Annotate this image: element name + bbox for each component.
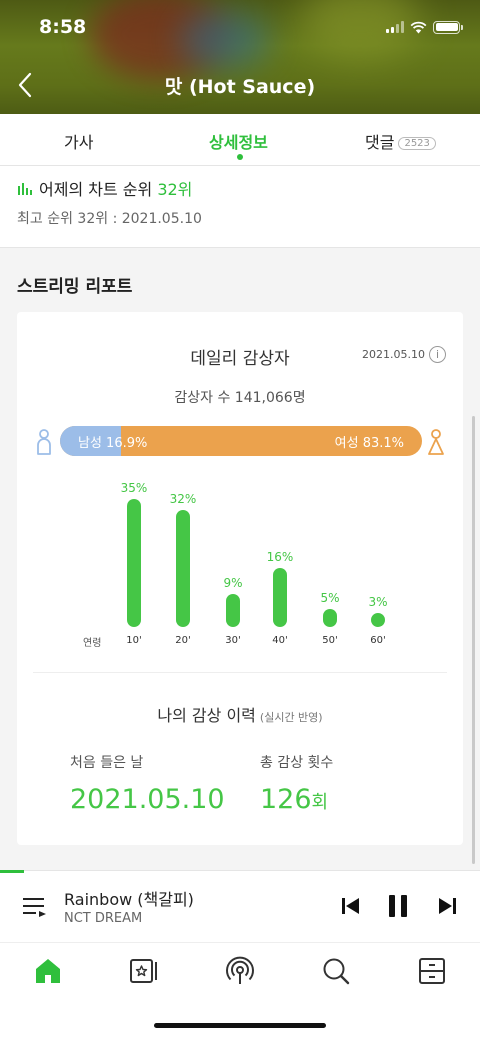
age-bar-value-label: 3%: [368, 595, 388, 609]
bottom-navigation: [0, 942, 480, 1039]
comment-count-badge: 2523: [398, 137, 436, 150]
song-title: Rainbow (책갈피): [64, 890, 194, 909]
playback-progress: [0, 870, 24, 873]
age-bar-value-label: 5%: [320, 590, 340, 605]
age-axis-label: 연령: [83, 638, 102, 649]
battery-icon: [433, 20, 463, 34]
mini-player[interactable]: Rainbow (책갈피) NCT DREAM: [0, 870, 480, 942]
chart-rank-line[interactable]: 어제의 차트 순위 32위: [17, 176, 192, 200]
listen-count-number: 126: [260, 784, 312, 815]
female-ratio-label: 여성 83.1%: [334, 436, 404, 451]
daily-listeners-title: 데일리 감상자: [190, 349, 290, 369]
age-bar-value-label: 35%: [120, 481, 148, 495]
wifi-icon: [410, 21, 427, 33]
podcast-icon[interactable]: [224, 955, 256, 987]
divider: [33, 672, 447, 673]
listener-count: 감상자 수 141,066명: [174, 390, 306, 406]
chart-rank-label: 어제의 차트 순위: [39, 180, 153, 199]
info-icon[interactable]: i: [429, 346, 446, 363]
artist-name: NCT DREAM: [64, 911, 143, 926]
female-person-icon: [428, 429, 444, 455]
report-date: 2021.05.10: [362, 348, 425, 361]
locker-icon[interactable]: [416, 955, 448, 987]
listen-count-value: 126회: [260, 784, 328, 815]
age-tick-label: 20': [175, 635, 191, 646]
male-ratio-label: 남성 16.9%: [78, 436, 148, 451]
pause-icon[interactable]: [385, 893, 411, 919]
age-bar-value-label: 32%: [169, 491, 197, 506]
gender-ratio-bar: 남성 16.9% 여성 83.1%: [60, 426, 422, 456]
tab-details[interactable]: 상세정보: [209, 129, 268, 153]
male-ratio-fill: [60, 426, 122, 456]
active-tab-indicator: [237, 154, 243, 160]
age-bar: [226, 594, 240, 627]
status-time: 8:58: [39, 16, 87, 38]
scrollbar[interactable]: [472, 416, 475, 864]
first-listen-date: 2021.05.10: [70, 784, 225, 815]
chart-rank-section: 어제의 차트 순위 32위 최고 순위 32위 : 2021.05.10: [0, 166, 480, 248]
playlist-icon[interactable]: [22, 895, 48, 919]
my-history-title: 나의 감상 이력 (실시간 반영): [17, 702, 463, 726]
age-tick-label: 60': [370, 635, 386, 646]
chart-rank-value: 32위: [157, 180, 193, 199]
first-listen-label: 처음 들은 날: [70, 755, 144, 771]
next-track-icon[interactable]: [434, 893, 460, 919]
listen-count-unit: 회: [311, 792, 329, 813]
streaming-report-title: 스트리밍 리포트: [17, 277, 133, 297]
home-indicator: [154, 1023, 326, 1028]
age-tick-label: 40': [272, 635, 288, 646]
search-icon[interactable]: [320, 955, 352, 987]
age-distribution-chart: 연령 35% 10' 32% 20' 9% 30' 16% 40' 5% 50' 3% 60': [17, 472, 463, 652]
page-title: 맛 (Hot Sauce): [164, 76, 316, 98]
age-tick-label: 50': [322, 635, 338, 646]
age-bar-value-label: 9%: [223, 576, 243, 591]
previous-track-icon[interactable]: [338, 893, 364, 919]
age-tick-label: 30': [225, 635, 241, 646]
tab-comments-label: 댓글: [365, 133, 395, 152]
status-icons: [386, 19, 463, 35]
library-card-icon[interactable]: [128, 955, 160, 987]
tab-comments[interactable]: 댓글 2523: [365, 129, 436, 153]
listen-count-label: 총 감상 횟수: [260, 755, 334, 771]
tab-bar: 가사 상세정보 댓글 2523: [0, 114, 480, 166]
realtime-note: (실시간 반영): [259, 711, 323, 724]
best-rank-text: 최고 순위 32위 : 2021.05.10: [17, 211, 202, 227]
back-arrow-icon[interactable]: [14, 70, 38, 100]
cellular-signal-icon: [386, 21, 404, 33]
tab-lyrics[interactable]: 가사: [64, 129, 93, 153]
age-bar: [127, 499, 141, 627]
age-bar: [176, 509, 190, 627]
chart-bars-icon: [18, 182, 32, 195]
age-tick-label: 10': [126, 635, 142, 646]
daily-listeners-card: 데일리 감상자 2021.05.10 i 감상자 수 141,066명 남성 1…: [17, 312, 463, 845]
home-icon[interactable]: [32, 955, 64, 987]
age-bar: [273, 568, 287, 627]
tab-lyrics-label: 가사: [64, 133, 94, 152]
tab-details-label: 상세정보: [209, 133, 268, 152]
age-bar: [371, 613, 385, 627]
age-bar: [323, 608, 337, 627]
age-bar-value-label: 16%: [266, 550, 294, 565]
male-person-icon: [37, 429, 51, 455]
my-history-heading: 나의 감상 이력: [157, 706, 256, 725]
header: 8:58 맛 (Hot Sauce): [0, 0, 480, 114]
